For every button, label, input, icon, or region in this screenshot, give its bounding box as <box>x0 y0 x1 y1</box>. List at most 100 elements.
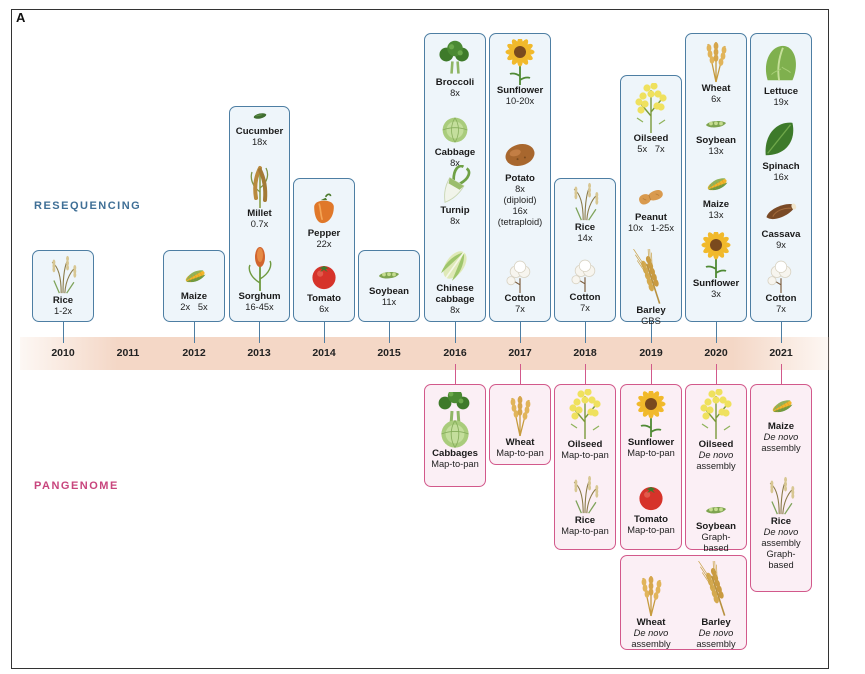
broccoli-cabbage-icon <box>438 392 470 448</box>
crop-info: 8x <box>450 305 460 315</box>
crop-info: 16x <box>773 172 789 182</box>
crop-name: Cotton <box>765 293 797 304</box>
crop-name: Lettuce <box>763 86 799 97</box>
crop-info-line: 16x <box>512 206 528 216</box>
crop-info: 14x <box>577 233 593 243</box>
pangenome-box-2019b <box>620 555 747 650</box>
tomato-icon <box>639 486 663 511</box>
resequencing-connector-2010 <box>63 322 64 343</box>
resequencing-crop-tomato: Tomato 6x <box>283 259 365 315</box>
pangenome-crop-tomato: Tomato Map-to-pan <box>610 480 692 536</box>
timeline-year-2010: 2010 <box>51 347 75 359</box>
rice-icon <box>573 475 599 514</box>
crop-method-italic: De novo <box>698 450 734 460</box>
crop-name: Maize <box>702 199 730 210</box>
pangenome-crop-oilseed: Oilseed De novo assembly <box>675 389 757 472</box>
soybean-icon <box>706 120 726 128</box>
crop-name: Soybean <box>696 135 736 146</box>
crop-name: Sorghum <box>238 291 281 302</box>
crop-info: 10x 1-25x <box>628 223 674 233</box>
crop-info: assembly <box>631 639 671 649</box>
resequencing-box-2015 <box>358 250 420 322</box>
millet-icon <box>250 166 268 208</box>
cotton-icon <box>571 259 596 292</box>
panel-label: A <box>16 10 26 25</box>
resequencing-connector-2021 <box>781 322 782 343</box>
timeline-year-2013: 2013 <box>247 347 271 359</box>
broccoli-icon <box>439 40 469 74</box>
crop-info: Map-to-pan <box>496 448 544 458</box>
crop-name: Rice <box>574 515 596 526</box>
resequencing-connector-2014 <box>324 322 325 343</box>
crop-info-line: assembly <box>761 538 801 548</box>
pangenome-connector-2021 <box>781 364 782 384</box>
resequencing-crop-rice: Rice 14x <box>544 182 626 244</box>
timeline-year-2016: 2016 <box>443 347 467 359</box>
pangenome-crop-wheat: Wheat De novo assembly <box>610 571 692 650</box>
sorghum-icon <box>248 247 271 291</box>
pangenome-crop-rice: Rice Map-to-pan <box>544 475 626 537</box>
pangenome-box-2018 <box>554 384 616 550</box>
crop-info: 6x <box>711 94 721 104</box>
oilseed-icon <box>569 389 601 439</box>
crop-info: 8x <box>450 158 460 168</box>
resequencing-crop-cucumber: Cucumber 18x <box>219 106 301 148</box>
tomato-icon <box>312 265 336 290</box>
crop-name: Soybean <box>696 521 736 532</box>
cassava-icon <box>766 203 797 220</box>
cucumber-icon <box>253 113 266 119</box>
resequencing-connector-2013 <box>259 322 260 343</box>
crop-method-italic: De novo <box>633 628 669 638</box>
wheat-icon <box>641 576 662 617</box>
resequencing-crop-cotton: Cotton 7x <box>740 257 822 315</box>
crop-info-line: Graph- <box>701 532 731 542</box>
resequencing-crop-cassava: Cassava 9x <box>740 195 822 251</box>
resequencing-connector-2017 <box>520 322 521 343</box>
soybean-icon <box>379 271 399 279</box>
resequencing-connector-2019 <box>651 322 652 343</box>
crop-name: Oilseed <box>567 439 603 450</box>
timeline-year-2015: 2015 <box>377 347 401 359</box>
resequencing-crop-sorghum: Sorghum 16-45x <box>219 247 301 313</box>
crop-info-line: based <box>703 543 729 553</box>
crop-name: Wheat <box>636 617 666 628</box>
crop-info-line: (diploid) <box>503 195 537 205</box>
crop-info: GBS <box>641 316 661 326</box>
crop-name: Oilseed <box>698 439 734 450</box>
pangenome-crop-maize: Maize De novo assembly <box>740 393 822 454</box>
crop-info: Map-to-pan <box>627 525 675 535</box>
pangenome-crop-sunflower: Sunflower Map-to-pan <box>610 391 692 459</box>
crop-name-line: cabbage <box>435 294 475 305</box>
timeline-year-2020: 2020 <box>704 347 728 359</box>
resequencing-crop-lettuce: Lettuce 19x <box>740 44 822 108</box>
timeline-year-2019: 2019 <box>639 347 663 359</box>
crop-method-italic: De novo <box>763 432 799 442</box>
crop-info: 18x <box>252 137 267 147</box>
barley-icon <box>698 561 726 616</box>
resequencing-crop-turnip: Turnip 8x <box>414 165 496 227</box>
timeline-band <box>20 337 830 370</box>
crop-info: 1-2x <box>53 306 73 316</box>
resequencing-crop-potato: Potato 8x (diploid) 16x (tetraploid) <box>479 137 561 228</box>
crop-name: Chinese cabbage <box>414 283 496 305</box>
crop-name: Cassava <box>761 229 801 240</box>
crop-name: Cabbages <box>432 448 478 459</box>
resequencing-crop-chinese-cabbage: Chinese cabbage 8x <box>414 247 496 316</box>
resequencing-crop-rice: Rice 1-2x <box>22 255 104 317</box>
crop-method-italic: De novo <box>698 628 734 638</box>
cabbage-icon <box>442 117 468 143</box>
crop-info: 0.7x <box>250 219 269 229</box>
timeline-year-2012: 2012 <box>182 347 206 359</box>
cotton-icon <box>767 260 792 293</box>
pangenome-crop-barley: Barley De novo assembly <box>675 561 757 650</box>
crop-name: Turnip <box>440 205 470 216</box>
resequencing-crop-soybean: Soybean 13x <box>675 113 757 157</box>
resequencing-crop-broccoli: Broccoli 8x <box>414 39 496 99</box>
crop-name: Maize <box>180 291 208 302</box>
crop-info: 8x <box>450 88 460 98</box>
spinach-icon <box>765 122 794 156</box>
crop-info-line: 8x <box>515 184 525 194</box>
rice-icon <box>573 182 599 221</box>
crop-name: Rice <box>574 222 596 233</box>
crop-info: Map-to-pan <box>561 526 609 536</box>
